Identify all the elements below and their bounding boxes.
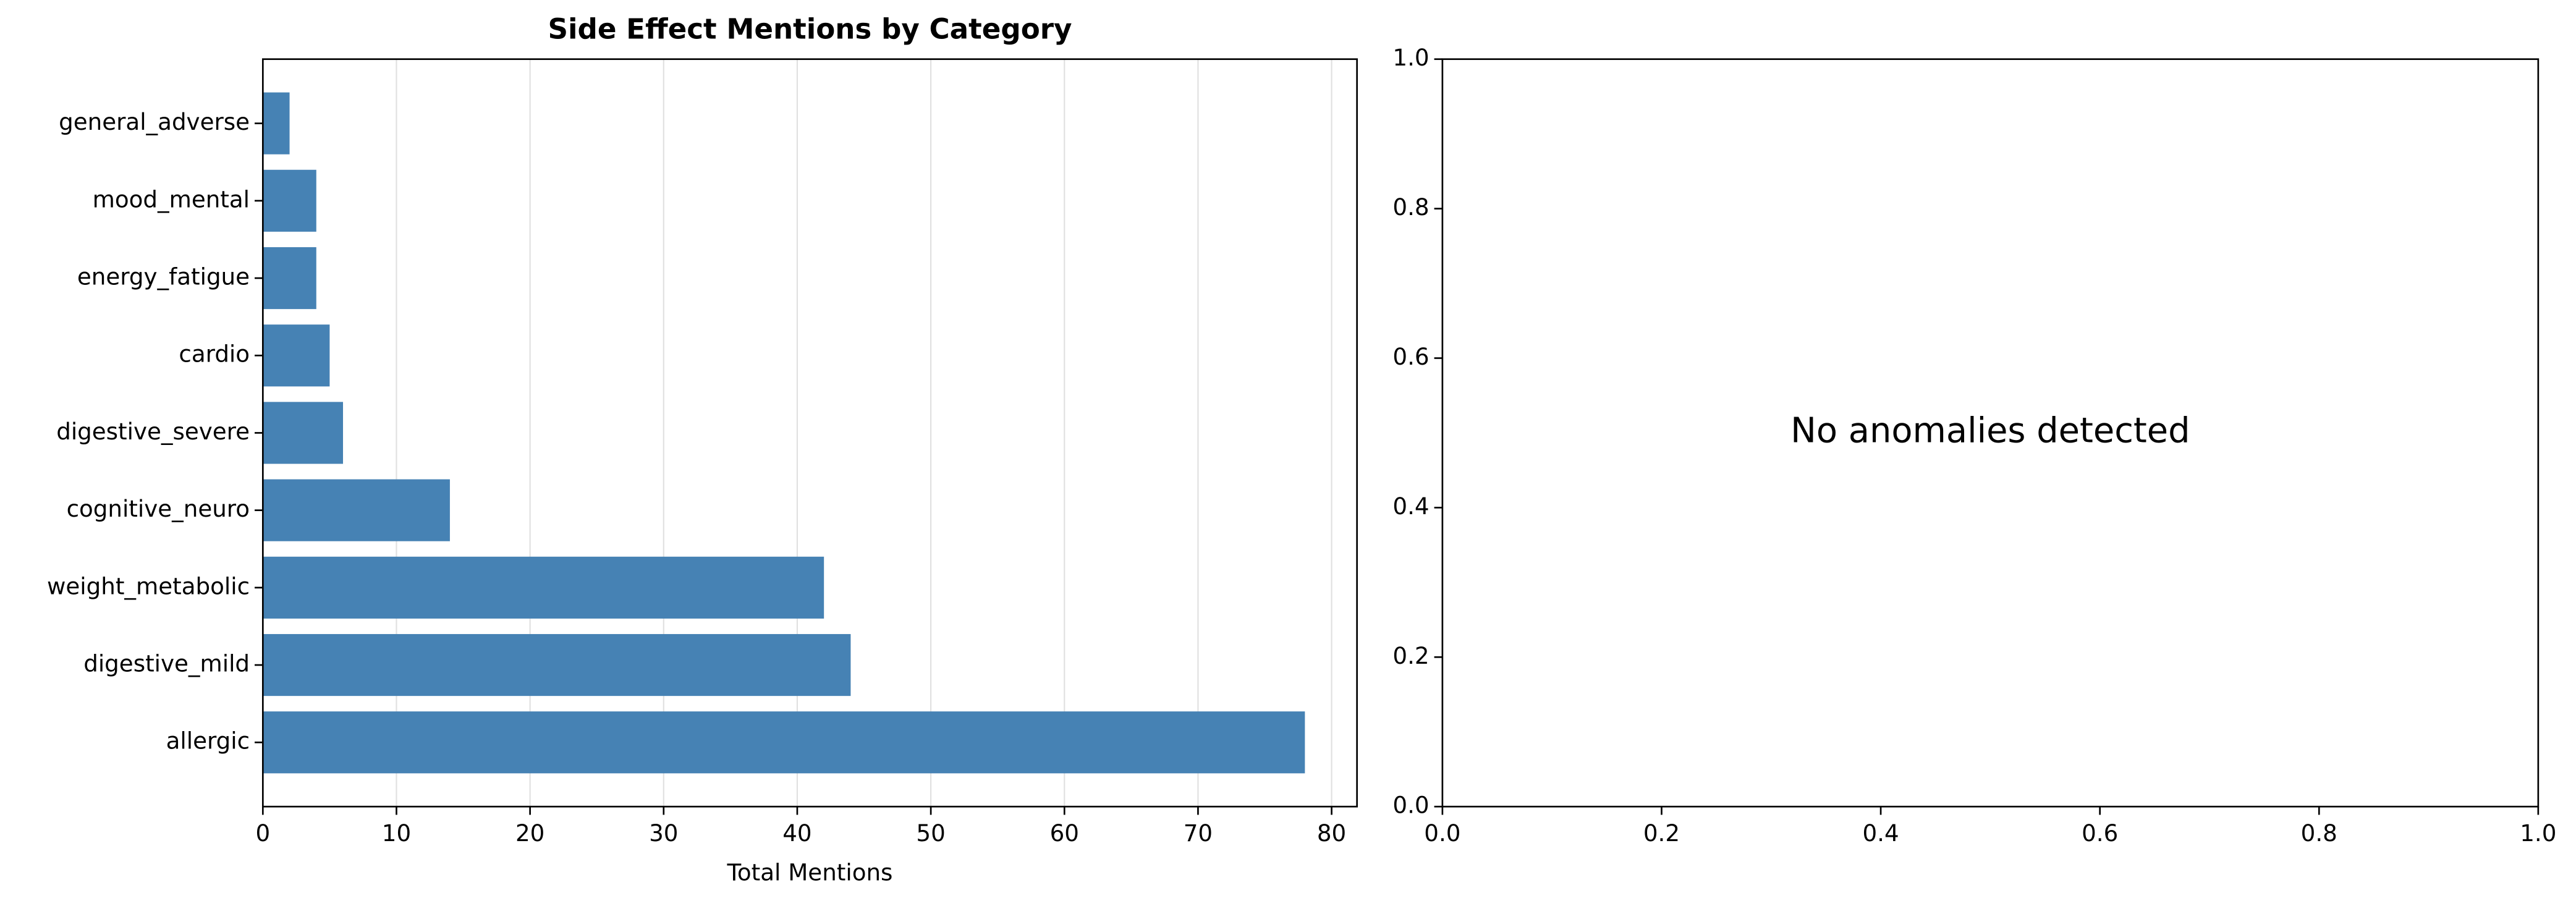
y-tick-label: general_adverse (59, 108, 250, 135)
x-tick-label: 60 (1050, 819, 1079, 847)
bar (263, 479, 450, 541)
y-tick-label: 0.6 (1392, 343, 1429, 370)
x-tick-label: 10 (382, 819, 411, 847)
x-tick-label: 40 (782, 819, 811, 847)
y-tick-label: 0.8 (1392, 193, 1429, 221)
axes-frame (1441, 58, 2540, 808)
x-tick-label: 0.6 (2082, 819, 2118, 847)
y-tick-label: cardio (179, 341, 250, 368)
bar (263, 92, 290, 155)
y-tick-label: digestive_severe (56, 418, 250, 445)
x-tick-label: 0.0 (1424, 819, 1460, 847)
y-tick-label: energy_fatigue (77, 263, 250, 290)
x-tick-label: 0 (255, 819, 270, 847)
x-axis-label: Total Mentions (727, 859, 893, 886)
chart-title: Side Effect Mentions by Category (548, 13, 1072, 46)
x-tick-label: 50 (916, 819, 945, 847)
y-tick-label: 0.0 (1392, 792, 1429, 819)
x-tick-label: 0.4 (1862, 819, 1899, 847)
bar (263, 633, 851, 696)
y-tick-label: digestive_mild (83, 650, 250, 677)
bar (263, 402, 344, 464)
x-tick-label: 80 (1317, 819, 1346, 847)
x-tick-label: 30 (649, 819, 678, 847)
y-tick-label: cognitive_neuro (67, 495, 250, 522)
axes-frame (261, 58, 1358, 808)
x-tick-label: 20 (515, 819, 544, 847)
y-tick-label: 1.0 (1392, 44, 1429, 71)
x-tick-label: 0.2 (1643, 819, 1680, 847)
bar (263, 711, 1305, 774)
bar (263, 556, 824, 619)
y-tick-label: 0.4 (1392, 493, 1429, 520)
bar (263, 169, 316, 232)
x-tick-label: 1.0 (2520, 819, 2556, 847)
y-tick-label: allergic (166, 727, 250, 755)
bar (263, 247, 316, 310)
y-tick-label: 0.2 (1392, 642, 1429, 669)
y-tick-label: weight_metabolic (47, 572, 250, 599)
annotation: No anomalies detected (1790, 411, 2190, 451)
y-tick-label: mood_mental (93, 185, 250, 213)
bar (263, 324, 330, 387)
x-tick-label: 70 (1184, 819, 1213, 847)
x-tick-label: 0.8 (2301, 819, 2337, 847)
